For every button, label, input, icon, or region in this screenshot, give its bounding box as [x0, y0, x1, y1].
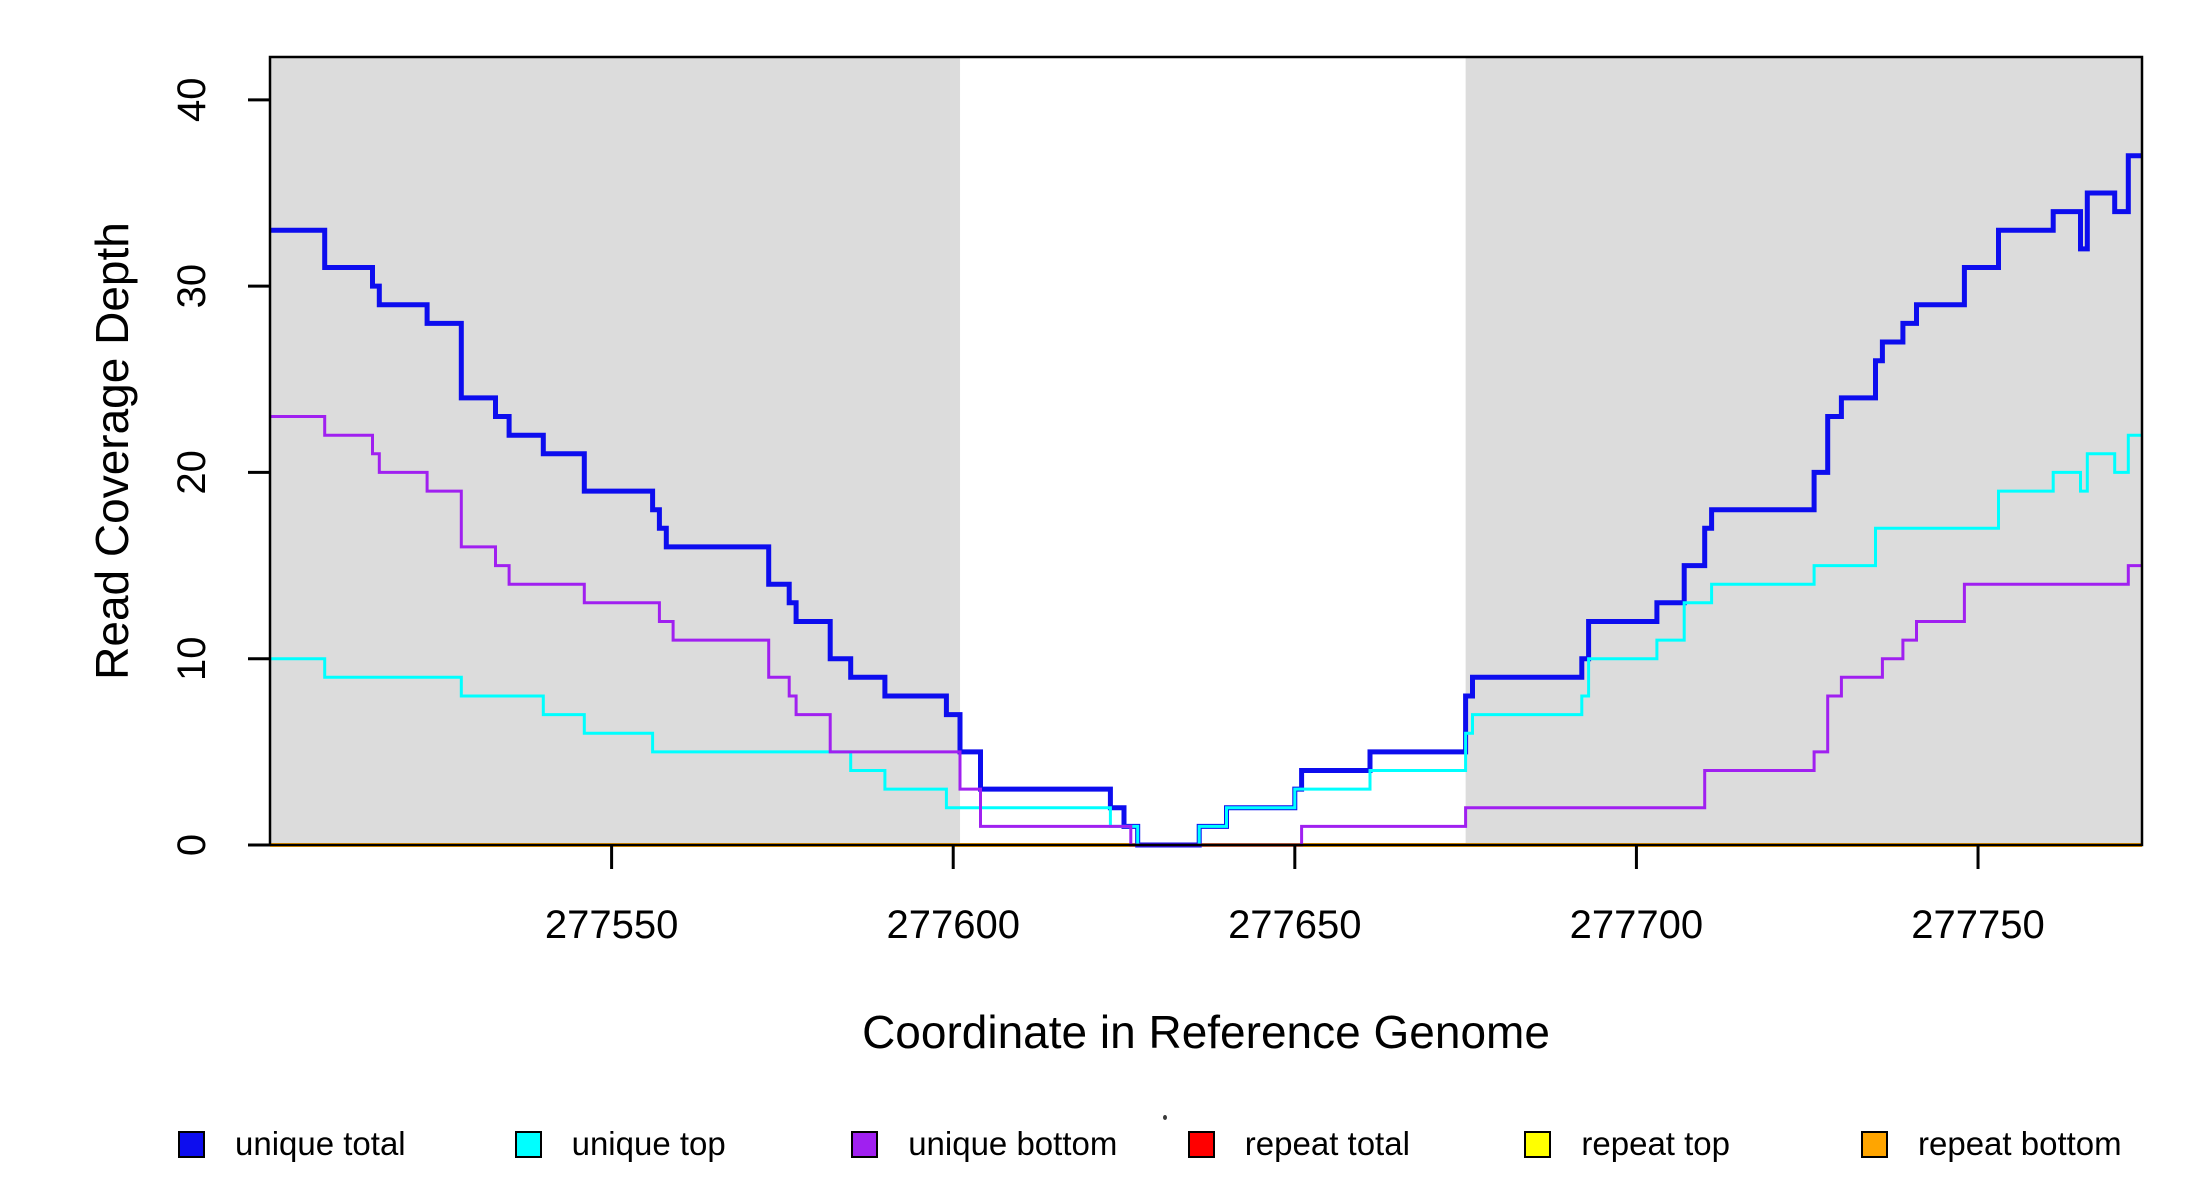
shaded-region-left-unique-region: [270, 58, 961, 844]
legend-item-repeat-total: repeat total: [1187, 1124, 1410, 1164]
legend-item-unique-bottom: unique bottom: [851, 1124, 1117, 1164]
legend-label: unique top: [571, 1125, 726, 1162]
y-tick-label-20: 20: [170, 450, 214, 495]
legend-item-repeat-bottom: repeat bottom: [1861, 1124, 2122, 1164]
x-axis-title: Coordinate in Reference Genome: [862, 1006, 1550, 1058]
legend-label: unique total: [235, 1125, 406, 1162]
x-tick-label-277650: 277650: [1228, 903, 1361, 947]
legend-swatch: [1187, 1130, 1215, 1158]
legend-item-unique-total: unique total: [178, 1124, 406, 1164]
x-tick-label-277750: 277750: [1911, 903, 2044, 947]
series-line-unique-top: [270, 433, 2142, 847]
x-tick-label-277600: 277600: [886, 903, 1019, 947]
plot-box: [268, 55, 2144, 847]
legend-label: repeat total: [1244, 1125, 1410, 1162]
legend-swatch: [851, 1130, 879, 1158]
x-tick-label-277700: 277700: [1570, 903, 1703, 947]
legend-swatch: [1524, 1130, 1552, 1158]
legend-item-unique-top: unique top: [514, 1124, 726, 1164]
series-line-unique-bottom: [270, 415, 2142, 847]
shaded-region-right-unique-region: [1465, 58, 2142, 844]
legend: unique total unique top unique bottom re…: [0, 1118, 2200, 1162]
x-tick-label-277550: 277550: [545, 903, 678, 947]
legend-label: repeat top: [1581, 1125, 1731, 1162]
legend-item-repeat-top: repeat top: [1524, 1124, 1730, 1164]
y-tick-label-40: 40: [170, 78, 214, 123]
y-tick-label-30: 30: [170, 264, 214, 309]
y-tick-label-10: 10: [170, 636, 214, 681]
stray-dot-artifact: [1163, 1115, 1167, 1120]
legend-swatch: [178, 1130, 205, 1158]
y-tick-label-0: 0: [170, 834, 214, 856]
legend-swatch: [1861, 1130, 1888, 1158]
axis-ticks: [248, 98, 1980, 869]
shaded-regions: [270, 58, 2142, 844]
legend-swatch: [514, 1130, 542, 1158]
legend-label: repeat bottom: [1918, 1125, 2122, 1162]
y-axis-title: Read Coverage Depth: [86, 222, 138, 680]
legend-label: unique bottom: [908, 1125, 1118, 1162]
axis-tick-labels: 277550 277600 277650 277700 277750 0 10 20 30 40: [170, 78, 2045, 947]
